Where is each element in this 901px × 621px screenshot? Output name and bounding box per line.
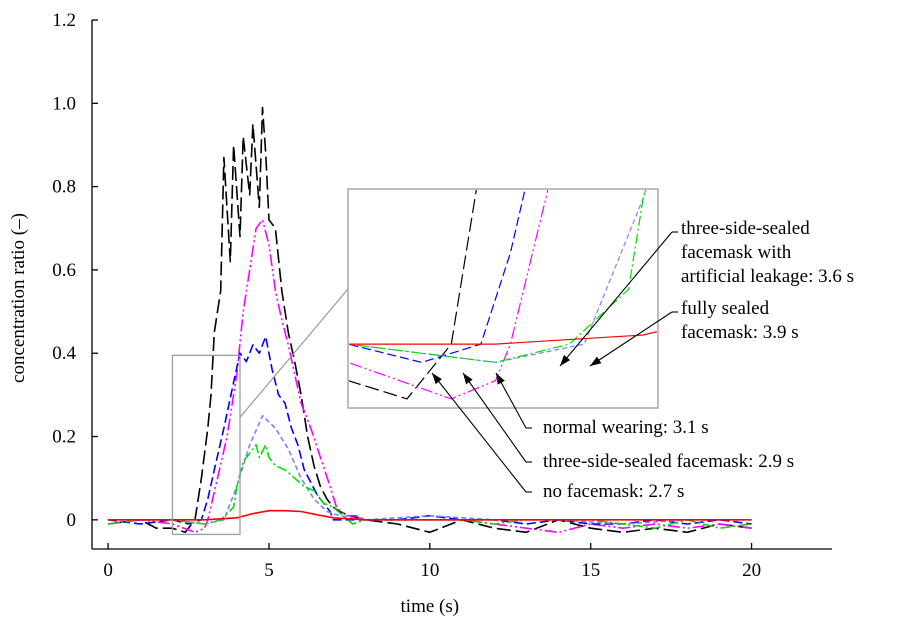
annotation-fully-arrowhead <box>590 356 602 366</box>
x-tick-label: 0 <box>103 560 113 581</box>
annotation-leakage-arrowhead <box>560 354 571 366</box>
y-tick-label: 0.8 <box>52 177 76 198</box>
y-tick-label: 0 <box>67 510 77 531</box>
annotation-leakage-line-1: facemask with <box>681 242 792 263</box>
annotation-leakage-line-2: artificial leakage: 3.6 s <box>681 266 854 287</box>
annotation-fully-line-0: fully sealed <box>681 298 770 319</box>
y-tick-label: 1.0 <box>52 93 76 114</box>
axes: 0 5 10 15 20 0 0.2 0.4 0.6 0.8 1.0 1.2 <box>52 10 832 581</box>
main-series-group <box>107 106 752 534</box>
x-axis-title: time (s) <box>401 596 460 617</box>
zoom-region-box <box>171 354 241 536</box>
annotation-normal-line-0: normal wearing: 3.1 s <box>543 417 709 438</box>
x-tick-label: 15 <box>581 560 600 581</box>
annotation-normal-arrowhead <box>496 373 505 385</box>
annotation-leakage-arrow <box>559 231 673 367</box>
inset-series-line-three-side-sealed-leakage <box>349 190 647 364</box>
annotation-threeside-arrow <box>462 372 527 463</box>
inset-frame <box>347 188 659 409</box>
x-tick-label: 10 <box>420 560 439 581</box>
x-ticks: 0 5 10 15 20 <box>103 543 761 581</box>
annotations: three-side-sealed facemask with artificial… <box>431 218 854 502</box>
y-ticks: 0 0.2 0.4 0.6 0.8 1.0 1.2 <box>52 10 98 531</box>
annotation-fully-arrow <box>589 311 673 367</box>
annotation-nofacemask-arrowhead <box>432 373 442 385</box>
x-tick-label: 5 <box>264 560 274 581</box>
annotation-threeside-arrowhead <box>463 373 473 385</box>
y-tick-label: 0.4 <box>52 343 76 364</box>
x-tick-label: 20 <box>742 560 761 581</box>
series-line-solid-red <box>108 509 752 521</box>
y-tick-label: 0.6 <box>52 260 76 281</box>
series-line-no-facemask <box>107 106 752 534</box>
y-axis-title: concentration ratio (–) <box>8 213 29 383</box>
y-tick-label: 1.2 <box>52 10 76 31</box>
zoom-connector-line <box>239 288 349 418</box>
annotation-nofacemask-line-0: no facemask: 2.7 s <box>543 481 684 502</box>
annotation-threeside-line-0: three-side-sealed facemask: 2.9 s <box>543 451 794 472</box>
inset-series-line-solid-red <box>349 330 657 345</box>
annotation-leakage-line-0: three-side-sealed <box>681 218 810 239</box>
annotation-nofacemask-arrow <box>431 372 527 493</box>
annotation-fully-line-1: facemask: 3.9 s <box>681 322 799 343</box>
series-line-normal-wearing <box>107 219 752 534</box>
inset-series-group <box>349 190 657 400</box>
y-tick-label: 0.2 <box>52 427 76 448</box>
